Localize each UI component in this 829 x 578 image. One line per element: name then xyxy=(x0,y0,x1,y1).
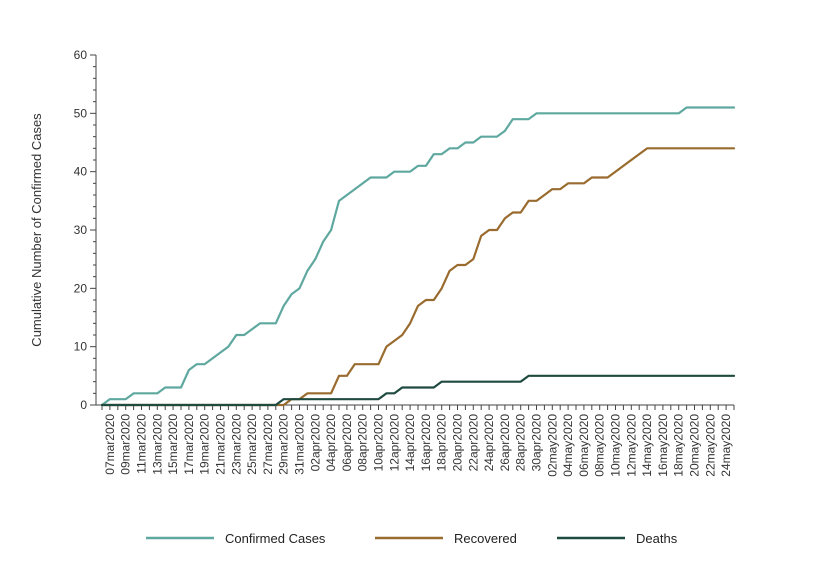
x-tick-label: 22may2020 xyxy=(703,414,717,477)
axes: 0 10 20 30 40 50 60 07mar2020 09mar2020 11mar2020… xyxy=(74,48,735,477)
x-tick-label: 15mar2020 xyxy=(166,414,180,475)
y-tick-label: 30 xyxy=(74,223,88,237)
series-lines xyxy=(100,106,736,407)
x-tick-label: 08apr2020 xyxy=(356,414,370,472)
x-tick-label: 12apr2020 xyxy=(387,414,401,472)
x-tick-label: 13mar2020 xyxy=(150,414,164,475)
x-tick-label: 18apr2020 xyxy=(435,414,449,472)
legend: Confirmed Cases Recovered Deaths xyxy=(146,531,678,546)
y-tick-label: 0 xyxy=(80,398,87,412)
x-tick-label: 25mar2020 xyxy=(245,414,259,475)
x-tick-label: 10apr2020 xyxy=(372,414,386,472)
x-tick-label: 14may2020 xyxy=(640,414,654,477)
x-tick-label: 18may2020 xyxy=(672,414,686,477)
x-tick-label: 09mar2020 xyxy=(119,414,133,475)
x-tick-label: 02apr2020 xyxy=(308,414,322,472)
x-tick-label: 12may2020 xyxy=(624,414,638,477)
legend-label-confirmed-cases: Confirmed Cases xyxy=(225,531,326,546)
x-tick-label: 06apr2020 xyxy=(340,414,354,472)
x-tick-label: 16may2020 xyxy=(656,414,670,477)
x-tick-label: 02may2020 xyxy=(545,414,559,477)
x-tick-label: 24apr2020 xyxy=(482,414,496,472)
legend-label-deaths: Deaths xyxy=(636,531,678,546)
y-axis-title: Cumulative Number of Confirmed Cases xyxy=(29,113,44,347)
x-tick-label: 23mar2020 xyxy=(229,414,243,475)
x-tick-label: 31mar2020 xyxy=(293,414,307,475)
x-tick-label: 20apr2020 xyxy=(451,414,465,472)
x-tick-label: 07mar2020 xyxy=(103,414,117,475)
deaths-line xyxy=(100,374,736,407)
x-tick-label: 27mar2020 xyxy=(261,414,275,475)
x-tick-label: 10may2020 xyxy=(609,414,623,477)
y-tick-label: 50 xyxy=(74,106,88,120)
x-tick-label: 24may2020 xyxy=(719,414,733,477)
plot-area: Cumulative Number of Confirmed Cases xyxy=(29,113,44,347)
x-tick-label: 29mar2020 xyxy=(277,414,291,475)
x-tick-label: 04apr2020 xyxy=(324,414,338,472)
x-tick-label: 17mar2020 xyxy=(182,414,196,475)
y-tick-label: 40 xyxy=(74,165,88,179)
x-tick-label: 16apr2020 xyxy=(419,414,433,472)
confirmed-cases-line xyxy=(100,106,736,407)
y-tick-label: 20 xyxy=(74,281,88,295)
recovered-line xyxy=(100,147,736,407)
x-tick-label: 14apr2020 xyxy=(403,414,417,472)
x-tick-label: 22apr2020 xyxy=(466,414,480,472)
legend-label-recovered: Recovered xyxy=(454,531,517,546)
y-tick-label: 10 xyxy=(74,340,88,354)
x-tick-label: 26apr2020 xyxy=(498,414,512,472)
x-tick-label: 08may2020 xyxy=(593,414,607,477)
y-tick-label: 60 xyxy=(74,48,88,62)
x-tick-label: 28apr2020 xyxy=(514,414,528,472)
x-tick-label: 30apr2020 xyxy=(530,414,544,472)
x-tick-label: 20may2020 xyxy=(688,414,702,477)
x-tick-label: 19mar2020 xyxy=(198,414,212,475)
x-tick-label: 04may2020 xyxy=(561,414,575,477)
x-tick-label: 11mar2020 xyxy=(135,414,149,474)
x-tick-label: 06may2020 xyxy=(577,414,591,477)
x-tick-label: 21mar2020 xyxy=(214,414,228,475)
